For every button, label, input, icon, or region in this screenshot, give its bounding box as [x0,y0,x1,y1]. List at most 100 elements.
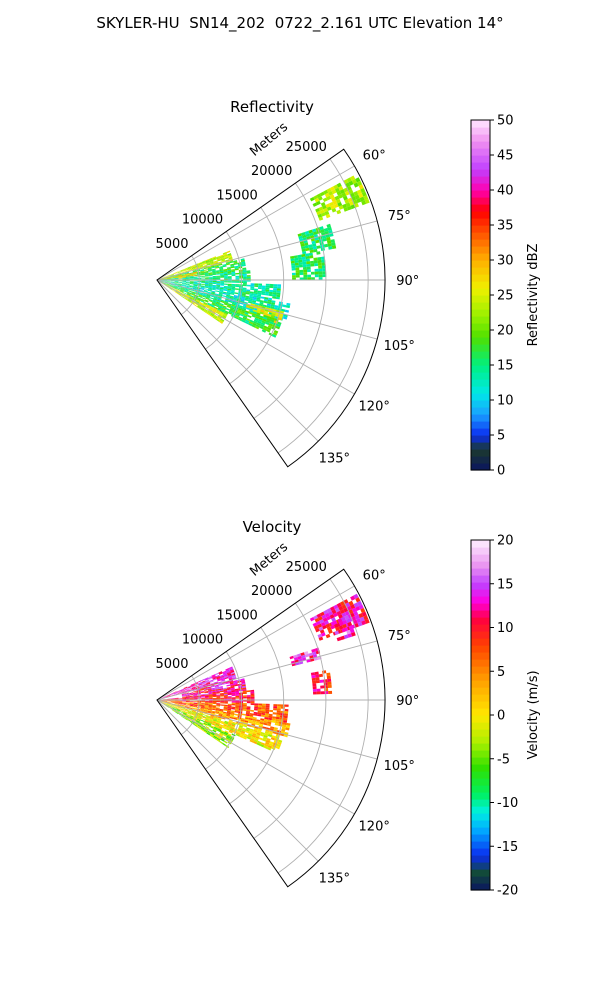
echo-cell [364,618,370,624]
echo-cell [257,305,262,308]
echo-cell [226,714,231,717]
echo-cell [252,309,257,313]
echo-cell [252,732,257,736]
echo-cell [191,293,195,296]
echo-cell [205,697,209,699]
echo-cell [265,319,271,324]
echo-cell [200,708,205,711]
echo-cell [229,681,234,684]
echo-cell [328,629,333,634]
range-ring [277,158,369,454]
echo-cell [215,270,220,272]
echo-cell [189,698,194,700]
echo-cell [212,282,217,285]
colorbar-band [471,869,490,877]
echo-cell [216,310,221,314]
echo-cell [278,315,283,319]
echo-cell [180,270,185,272]
echo-cell [220,695,225,697]
echo-cell [273,727,278,731]
echo-cell [219,690,224,693]
echo-cell [295,270,300,273]
echo-cell [267,313,272,317]
echo-cell [185,295,190,298]
colorbar-tick-label: 50 [497,114,514,129]
echo-cell [182,695,186,697]
echo-cell [331,242,336,247]
echo-cell [181,706,186,709]
echo-cell [243,703,247,705]
echo-cell [314,671,319,675]
echo-cell [198,713,203,716]
echo-cell [290,258,295,262]
echo-cell [234,689,239,692]
echo-cell [215,318,220,322]
echo-cell [229,682,234,685]
echo-cell [266,723,271,727]
echo-cell [299,277,304,280]
echo-cell [184,709,189,712]
echo-cell [220,678,225,681]
echo-cell [225,669,230,673]
echo-cell [248,321,254,325]
echo-cell [174,703,179,705]
echo-cell [242,291,247,295]
echo-cell [225,681,230,685]
echo-cell [171,709,176,713]
echo-cell [178,278,183,280]
echo-cell [212,707,216,710]
echo-cell [228,721,233,725]
echo-cell [192,688,196,690]
echo-cell [327,684,332,689]
echo-cell [167,278,171,280]
echo-cell [257,287,262,290]
echo-cell [235,313,240,317]
echo-cell [270,304,275,308]
echo-cell [246,706,251,709]
echo-cell [258,319,263,323]
echo-cell [217,298,222,301]
echo-cell [325,633,331,639]
echo-cell [226,712,231,715]
echo-cell [170,281,175,283]
echo-cell [314,263,319,267]
echo-cell [208,707,213,709]
echo-cell [311,277,315,280]
echo-cell [216,301,221,305]
echo-cell [191,712,196,715]
azimuth-tick-label: 105° [384,339,415,354]
echo-cell [242,690,247,693]
echo-cell [361,611,367,617]
echo-cell [252,300,257,303]
echo-cell [207,303,211,307]
echo-cell [166,703,171,706]
echo-cell [184,690,189,692]
echo-cell [171,289,176,293]
echo-cell [169,285,174,288]
echo-cell [227,723,232,726]
echo-cell [215,288,220,290]
colorbar-band [471,358,490,366]
echo-cell [176,707,181,710]
echo-cell [201,275,206,277]
echo-cell [306,261,311,265]
echo-cell [225,727,230,731]
echo-cell [162,282,167,285]
echo-cell [179,290,184,293]
colorbar-band [471,659,490,667]
echo-cell [188,689,193,691]
echo-cell [338,605,344,611]
echo-cell [262,738,267,742]
echo-cell [179,291,184,294]
echo-cell [177,286,182,288]
echo-cell [215,686,220,689]
echo-cell [188,268,193,271]
echo-cell [219,287,224,290]
echo-cell [265,321,270,326]
echo-cell [188,269,193,271]
echo-cell [319,619,325,624]
echo-cell [246,290,251,294]
echo-cell [220,274,224,276]
echo-cell [223,709,228,712]
echo-cell [314,271,319,275]
